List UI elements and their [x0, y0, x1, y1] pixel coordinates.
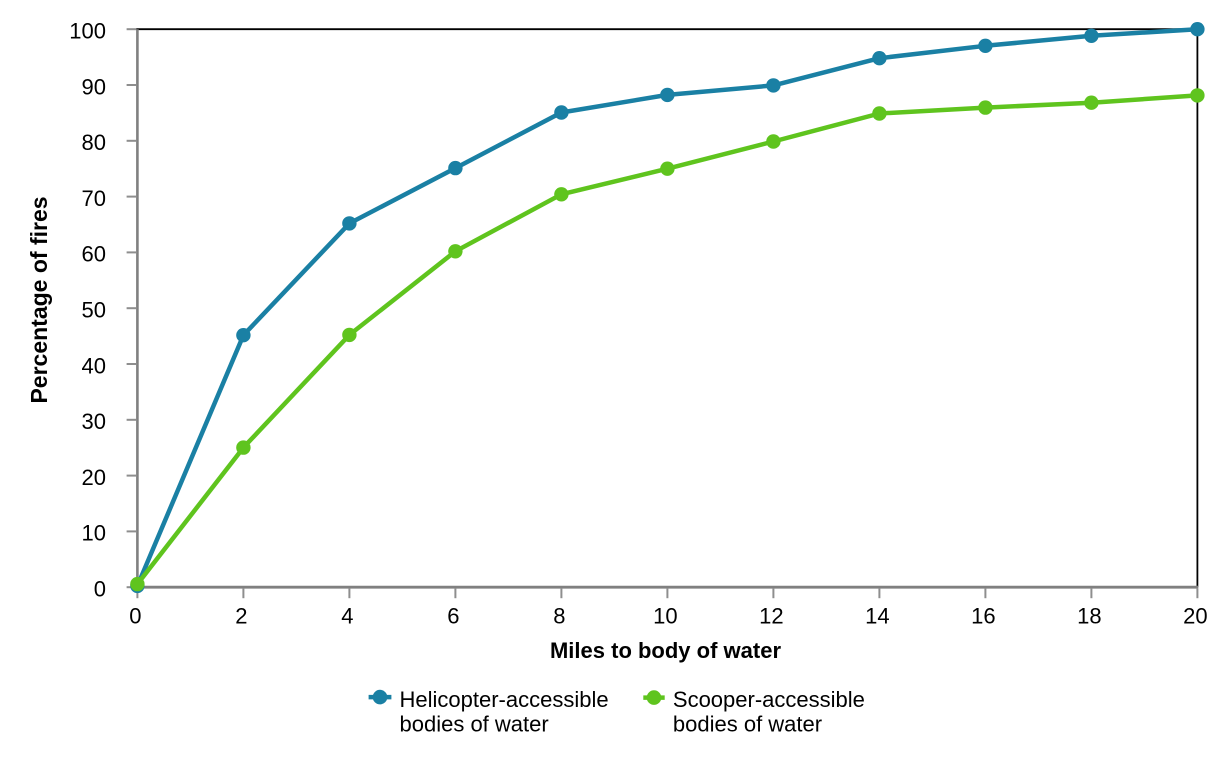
svg-text:Helicopter-accessible: Helicopter-accessible: [400, 687, 609, 712]
svg-text:50: 50: [82, 298, 106, 323]
svg-text:60: 60: [82, 242, 106, 267]
svg-text:10: 10: [653, 603, 677, 628]
svg-text:Miles to body of water: Miles to body of water: [550, 638, 781, 663]
svg-text:0: 0: [94, 577, 106, 602]
svg-text:20: 20: [1183, 603, 1207, 628]
svg-text:16: 16: [971, 603, 995, 628]
svg-text:Scooper-accessible: Scooper-accessible: [673, 687, 865, 712]
svg-text:bodies of water: bodies of water: [673, 712, 822, 737]
svg-text:40: 40: [82, 353, 106, 378]
svg-text:8: 8: [553, 603, 565, 628]
svg-text:14: 14: [865, 603, 889, 628]
svg-text:100: 100: [69, 19, 106, 44]
svg-text:2: 2: [235, 603, 247, 628]
svg-text:10: 10: [82, 521, 106, 546]
svg-text:80: 80: [82, 130, 106, 155]
svg-text:6: 6: [447, 603, 459, 628]
svg-text:20: 20: [82, 465, 106, 490]
svg-text:Percentage of fires: Percentage of fires: [26, 196, 52, 403]
svg-text:12: 12: [759, 603, 783, 628]
svg-text:70: 70: [82, 186, 106, 211]
svg-text:90: 90: [82, 74, 106, 99]
svg-text:bodies of water: bodies of water: [400, 712, 549, 737]
svg-text:0: 0: [129, 603, 141, 628]
svg-text:4: 4: [341, 603, 353, 628]
svg-text:18: 18: [1077, 603, 1101, 628]
svg-text:30: 30: [82, 409, 106, 434]
